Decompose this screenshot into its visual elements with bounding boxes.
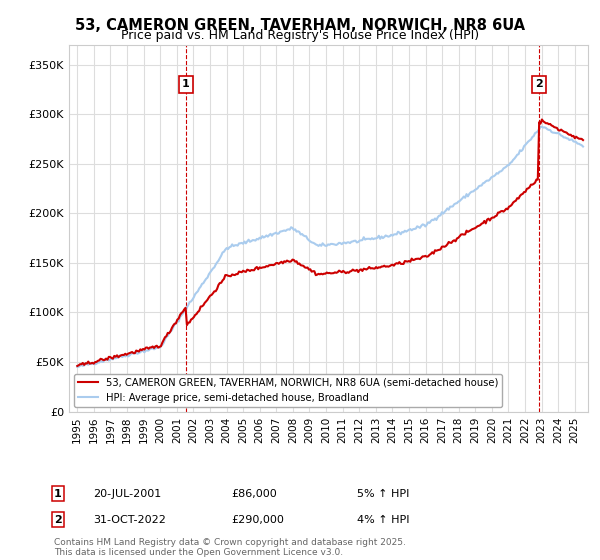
Text: 5% ↑ HPI: 5% ↑ HPI: [357, 489, 409, 499]
Text: 2: 2: [54, 515, 62, 525]
Text: 1: 1: [54, 489, 62, 499]
Text: Price paid vs. HM Land Registry's House Price Index (HPI): Price paid vs. HM Land Registry's House …: [121, 29, 479, 42]
Text: 20-JUL-2001: 20-JUL-2001: [93, 489, 161, 499]
Text: £290,000: £290,000: [231, 515, 284, 525]
Text: Contains HM Land Registry data © Crown copyright and database right 2025.
This d: Contains HM Land Registry data © Crown c…: [54, 538, 406, 557]
Text: 2: 2: [535, 80, 542, 90]
Legend: 53, CAMERON GREEN, TAVERHAM, NORWICH, NR8 6UA (semi-detached house), HPI: Averag: 53, CAMERON GREEN, TAVERHAM, NORWICH, NR…: [74, 374, 502, 407]
Text: 4% ↑ HPI: 4% ↑ HPI: [357, 515, 409, 525]
Text: 1: 1: [182, 80, 190, 90]
Text: 53, CAMERON GREEN, TAVERHAM, NORWICH, NR8 6UA: 53, CAMERON GREEN, TAVERHAM, NORWICH, NR…: [75, 18, 525, 33]
Text: 31-OCT-2022: 31-OCT-2022: [93, 515, 166, 525]
Text: £86,000: £86,000: [231, 489, 277, 499]
